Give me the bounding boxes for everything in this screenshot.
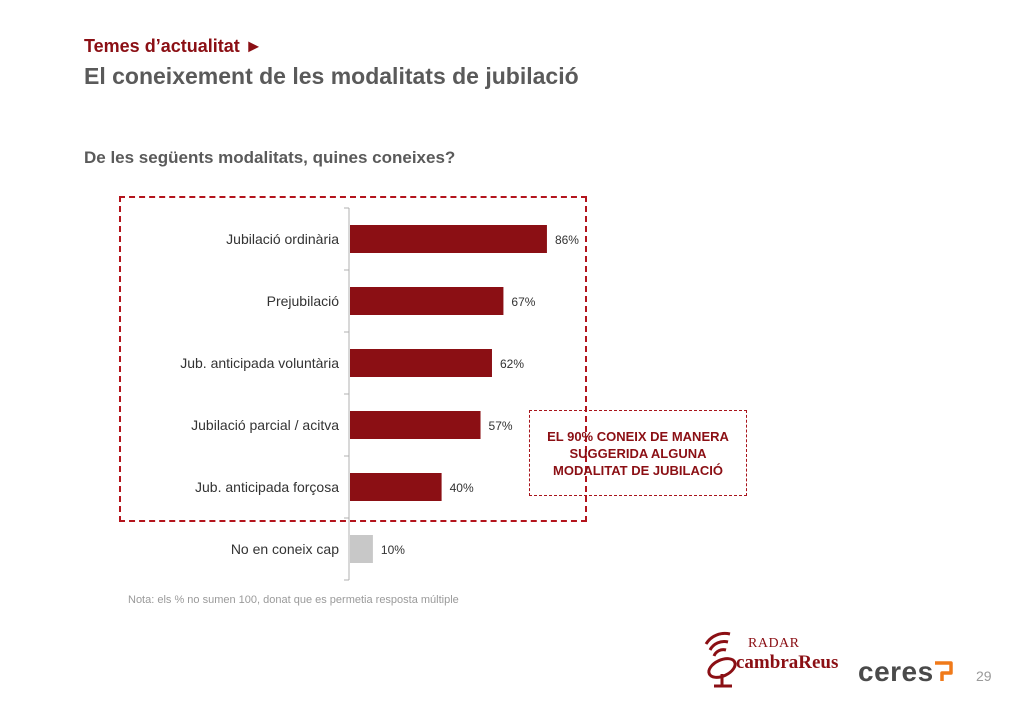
data-label: 40% [450,481,474,495]
callout-text: EL 90% CONEIX DE MANERA SUGGERIDA ALGUNA… [547,428,729,478]
ceres-logo-mark-icon [935,661,953,681]
category-label: Jubilació ordinària [226,231,339,247]
bar [350,287,504,315]
bar [350,349,492,377]
category-label: Prejubilació [267,293,340,309]
bar [350,411,481,439]
page-title: El coneixement de les modalitats de jubi… [84,63,579,89]
bar [350,225,547,253]
data-label: 62% [500,357,524,371]
brand-word: cambraReus [736,652,839,673]
page-number: 29 [976,668,992,684]
bar [350,473,442,501]
category-label: No en coneix cap [231,541,339,557]
data-label: 86% [555,233,579,247]
question-text: De les següents modalitats, quines conei… [84,148,456,167]
radar-cambra-reus-logo: RADAR cambraReus [700,630,850,690]
highlight-dashed-box [119,196,587,522]
section-label: Temes d’actualitat ► [84,36,263,56]
ceres-logo-text: ceres [858,656,934,687]
bar [350,535,373,563]
category-label: Jubilació parcial / acitva [191,417,339,433]
footnote: Nota: els % no sumen 100, donat que es p… [128,594,459,606]
data-label: 10% [381,543,405,557]
category-label: Jub. anticipada voluntària [180,355,339,371]
radar-word: RADAR [748,636,800,651]
radar-dish-icon [704,631,737,688]
callout-box: EL 90% CONEIX DE MANERA SUGGERIDA ALGUNA… [529,410,747,496]
data-label: 57% [489,419,513,433]
data-label: 67% [511,295,535,309]
category-label: Jub. anticipada forçosa [195,479,339,495]
